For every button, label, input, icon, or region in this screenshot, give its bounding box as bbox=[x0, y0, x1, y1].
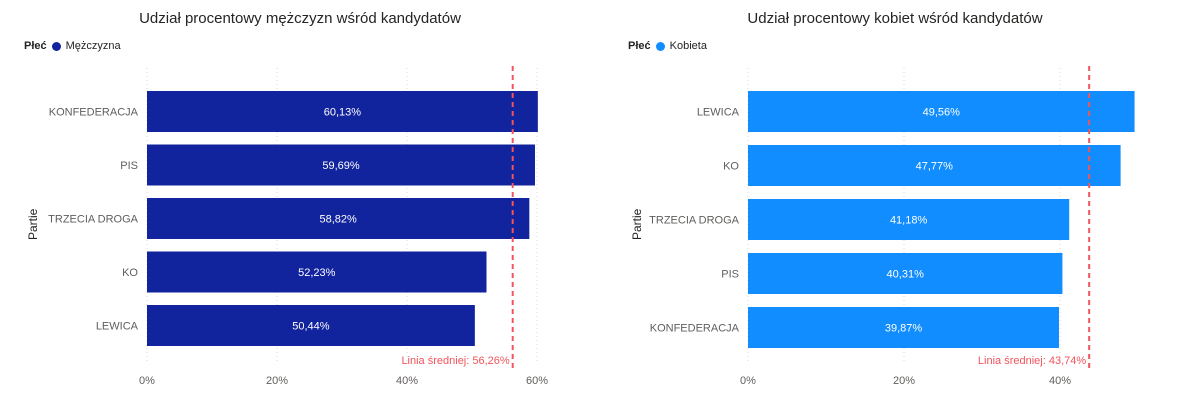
category-label: LEWICA bbox=[96, 321, 139, 333]
data-label: 60,13% bbox=[324, 107, 362, 119]
category-label: KO bbox=[723, 161, 739, 173]
category-label: PIS bbox=[120, 160, 138, 172]
data-label: 59,69% bbox=[322, 160, 360, 172]
x-tick-label: 40% bbox=[396, 375, 418, 387]
data-label: 47,77% bbox=[916, 161, 954, 173]
category-label: KO bbox=[122, 267, 138, 279]
bar bbox=[147, 251, 487, 293]
x-tick-label: 60% bbox=[526, 375, 548, 387]
data-label: 58,82% bbox=[320, 214, 358, 226]
chart-men: Udział procentowy mężczyzn wśród kandyda… bbox=[24, 10, 548, 387]
plot-area: 0% 20% 40% 60% KONFEDERACJA 60,13% PIS 59,69% TR… bbox=[48, 66, 548, 387]
chart-women: Udział procentowy kobiet wśród kandydató… bbox=[600, 0, 1190, 414]
bar bbox=[748, 307, 1059, 348]
bar bbox=[147, 144, 535, 186]
legend[interactable]: Płeć Kobieta bbox=[628, 40, 707, 52]
plot-area: 0% 20% 40% LEWICA 49,56% KO 47,77% TRZECIA DROG… bbox=[649, 66, 1135, 387]
average-line-label: Linia średniej: 56,26% bbox=[401, 355, 509, 367]
data-label: 49,56% bbox=[923, 107, 961, 119]
data-label: 50,44% bbox=[292, 321, 330, 333]
bar bbox=[147, 305, 475, 346]
bar bbox=[748, 199, 1070, 240]
bar bbox=[748, 253, 1063, 294]
chart-title: Udział procentowy kobiet wśród kandydató… bbox=[747, 10, 1043, 27]
legend-title: Płeć bbox=[24, 40, 47, 52]
data-label: 41,18% bbox=[890, 215, 928, 227]
legend[interactable]: Płeć Mężczyzna bbox=[24, 40, 121, 52]
bar bbox=[147, 198, 530, 239]
x-tick-label: 40% bbox=[1049, 375, 1071, 387]
x-tick-label: 0% bbox=[740, 375, 756, 387]
bar bbox=[147, 91, 538, 132]
legend-item-label: Mężczyzna bbox=[65, 40, 121, 52]
legend-title: Płeć bbox=[628, 40, 651, 52]
x-tick-label: 20% bbox=[266, 375, 288, 387]
category-label: LEWICA bbox=[697, 107, 740, 119]
data-label: 40,31% bbox=[887, 269, 925, 281]
x-tick-label: 0% bbox=[139, 375, 155, 387]
category-label: KONFEDERACJA bbox=[49, 107, 139, 119]
category-label: TRZECIA DROGA bbox=[649, 215, 740, 227]
bar bbox=[748, 145, 1121, 186]
x-tick-label: 20% bbox=[893, 375, 915, 387]
legend-marker bbox=[655, 41, 665, 51]
category-label: PIS bbox=[721, 269, 739, 281]
category-label: KONFEDERACJA bbox=[650, 323, 740, 335]
legend-item-label: Kobieta bbox=[669, 40, 707, 52]
category-label: TRZECIA DROGA bbox=[48, 214, 139, 226]
chart-title: Udział procentowy mężczyzn wśród kandyda… bbox=[139, 10, 461, 27]
legend-marker bbox=[51, 41, 61, 51]
data-label: 39,87% bbox=[885, 323, 923, 335]
data-label: 52,23% bbox=[298, 267, 336, 279]
average-line-label: Linia średniej: 43,74% bbox=[978, 355, 1086, 367]
bar bbox=[748, 91, 1135, 132]
